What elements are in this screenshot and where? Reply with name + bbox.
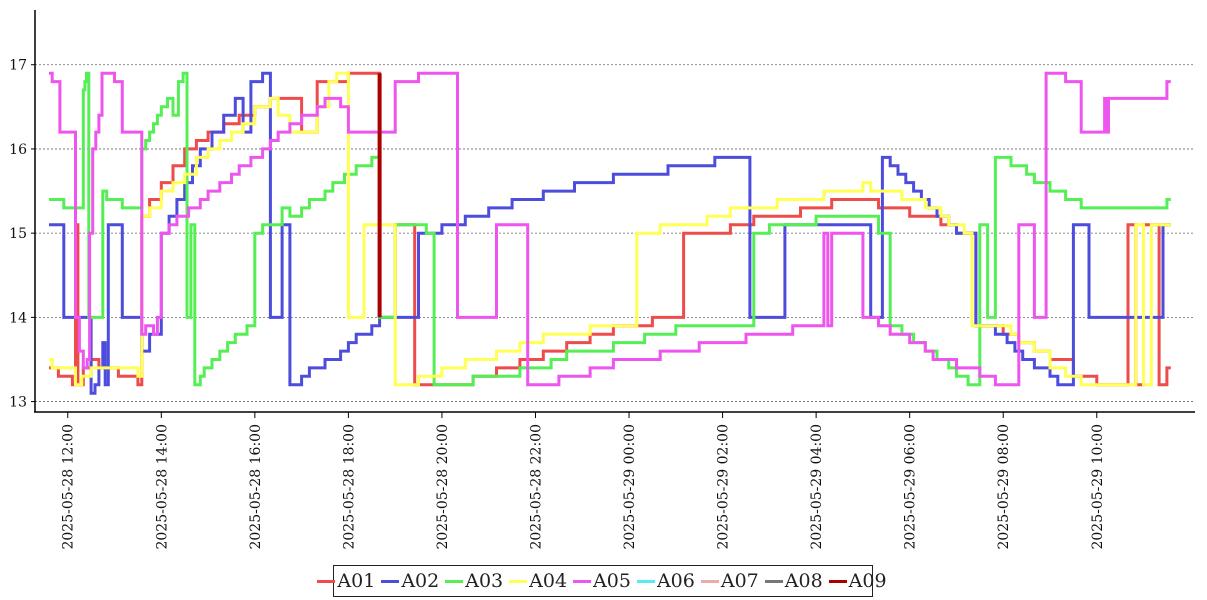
legend-swatch	[636, 579, 655, 583]
y-tick-label: 14	[9, 310, 27, 326]
series-line-a01	[49, 71, 1171, 387]
chart-legend: A01 A02 A03 A04 A05 A06 A07 A08 A09	[317, 565, 887, 597]
x-tick-label: 2025-05-29 00:00	[622, 424, 638, 550]
series-line-a05	[49, 71, 1171, 387]
x-tick-label: 2025-05-29 10:00	[1090, 424, 1106, 550]
x-tick-label: 2025-05-29 08:00	[996, 424, 1012, 550]
legend-label: A08	[784, 570, 823, 592]
y-tick-label: 15	[9, 226, 27, 242]
legend-label: A03	[465, 570, 504, 592]
axes	[34, 10, 1195, 413]
legend-swatch	[317, 579, 336, 583]
x-tick-label: 2025-05-28 20:00	[435, 424, 451, 550]
x-axis-ticks: 2025-05-28 12:00 2025-05-28 14:00 2025-05-…	[61, 412, 1106, 550]
legend-item-a05: A05	[573, 570, 633, 592]
legend-item-a04: A04	[509, 570, 569, 592]
legend-swatch	[828, 579, 847, 583]
legend-swatch	[764, 579, 783, 583]
legend-item-a06: A06	[636, 570, 697, 592]
legend-label: A06	[656, 570, 695, 592]
y-tick-label: 17	[9, 58, 27, 74]
series-line-a02	[49, 71, 1171, 395]
legend-label: A09	[848, 570, 887, 592]
legend-swatch	[700, 579, 719, 583]
legend-item-a07: A07	[700, 570, 761, 592]
legend-swatch	[509, 579, 528, 583]
y-tick-label: 16	[9, 142, 27, 158]
x-tick-label: 2025-05-28 14:00	[154, 424, 170, 550]
legend-item-a09: A09	[828, 570, 889, 592]
legend-item-a03: A03	[445, 570, 505, 592]
x-tick-label: 2025-05-28 16:00	[248, 424, 264, 550]
x-tick-label: 2025-05-29 06:00	[903, 424, 919, 550]
legend-label: A01	[337, 570, 376, 592]
legend-item-a02: A02	[381, 570, 441, 592]
legend-label: A04	[529, 570, 568, 592]
legend-item-a01: A01	[317, 570, 377, 592]
y-tick-label: 13	[9, 395, 27, 411]
y-axis-ticks: 13 14 15 16 17	[9, 58, 35, 411]
legend-swatch	[573, 579, 592, 583]
series-lines	[49, 71, 1171, 395]
legend-label: A07	[720, 570, 759, 592]
x-tick-label: 2025-05-29 02:00	[716, 424, 732, 550]
legend-swatch	[381, 579, 400, 583]
series-line-a04	[49, 71, 1171, 387]
x-tick-label: 2025-05-28 12:00	[61, 424, 77, 550]
x-tick-label: 2025-05-28 18:00	[341, 424, 357, 550]
x-tick-label: 2025-05-29 04:00	[809, 424, 825, 550]
legend-label: A05	[593, 570, 631, 592]
x-tick-label: 2025-05-28 22:00	[528, 424, 544, 550]
legend-label: A02	[401, 570, 440, 592]
legend-swatch	[445, 579, 464, 583]
legend-item-a08: A08	[764, 570, 825, 592]
series-line-a03	[49, 71, 1171, 387]
gridlines	[35, 64, 1195, 402]
